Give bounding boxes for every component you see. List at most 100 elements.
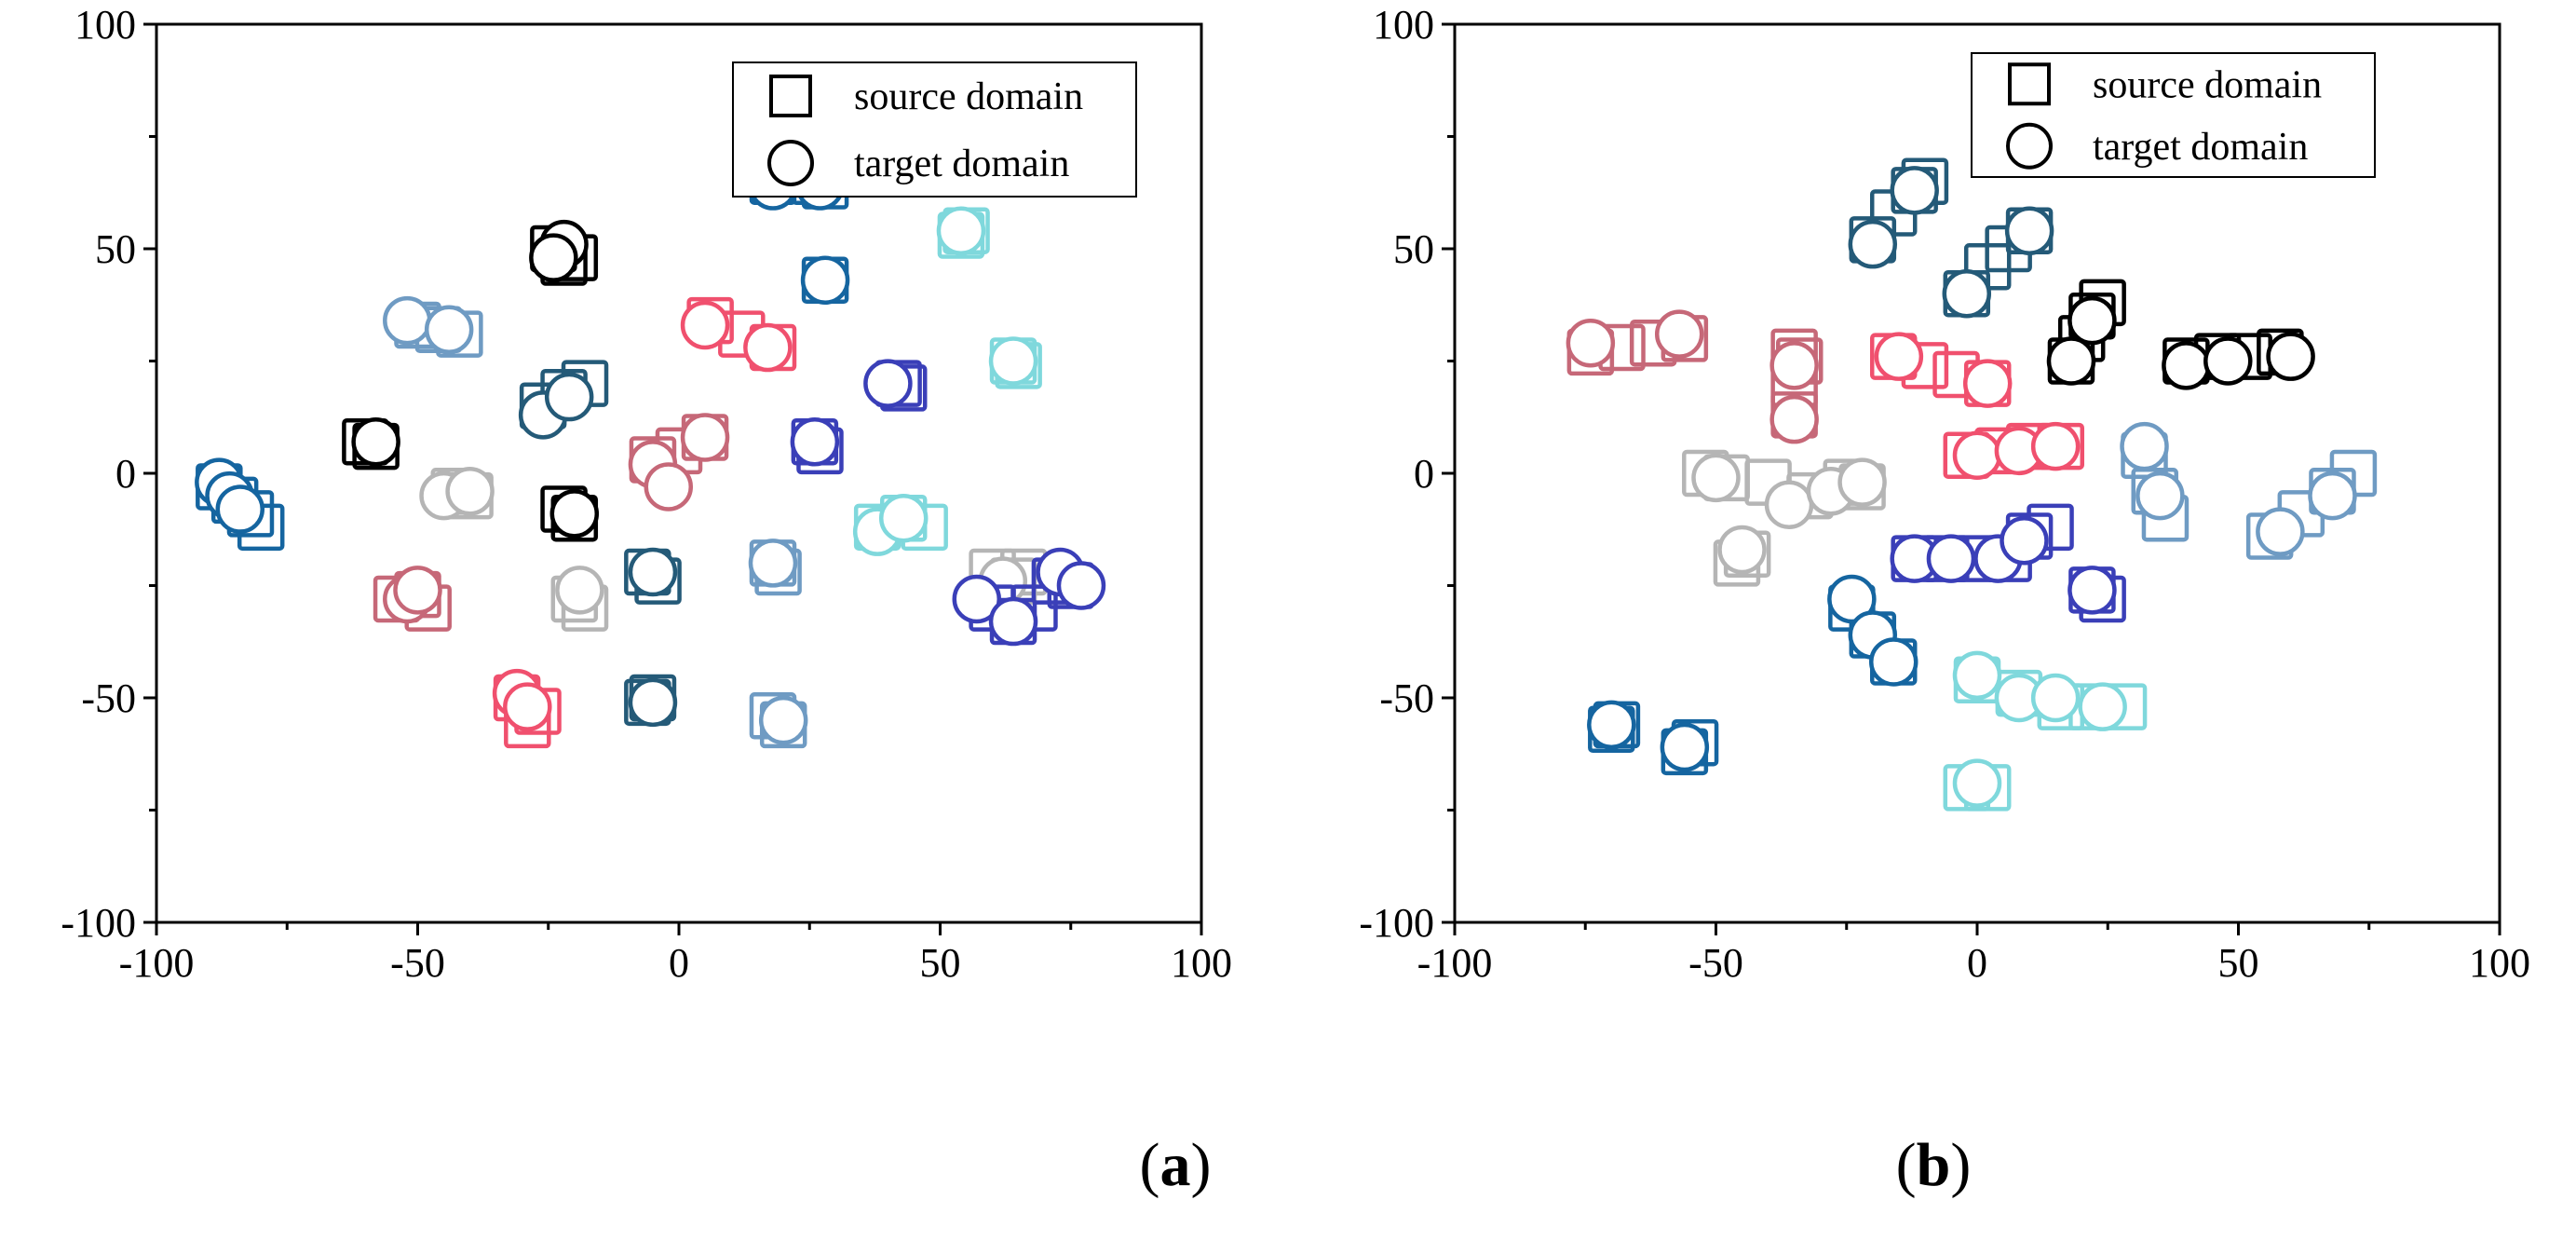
target-point (529, 233, 578, 282)
cluster-12 (624, 674, 678, 728)
legend-label: target domain (2093, 126, 2308, 169)
cluster-13 (1890, 503, 2074, 583)
target-point (445, 467, 495, 516)
x-tick-label: 0 (669, 940, 689, 986)
legend-label: source domain (854, 75, 1083, 118)
cluster-2 (1660, 718, 1719, 776)
panel-caption: (b) (1896, 1131, 1972, 1199)
cluster-15 (1827, 574, 1918, 687)
target-point (1717, 525, 1767, 575)
cluster-21 (936, 206, 990, 259)
cluster-3 (383, 295, 483, 358)
target-point (1566, 318, 1616, 368)
y-tick-label: -50 (1379, 675, 1434, 721)
cluster-20 (863, 359, 928, 412)
target-point (2308, 470, 2357, 521)
target-point (2068, 566, 2117, 615)
target-point (2120, 421, 2169, 471)
legend-square-marker (769, 75, 812, 117)
target-point (2030, 673, 2081, 723)
cluster-4 (1769, 328, 1824, 444)
cluster-1 (1587, 700, 1641, 753)
target-point (680, 413, 730, 462)
target-point (1587, 700, 1636, 750)
cluster-6 (1713, 525, 1771, 587)
target-point (952, 574, 1002, 624)
legend: source domain target domain (1971, 52, 2376, 178)
target-point (2030, 421, 2081, 471)
panel-a: -100 -50 0 50 100 -100 -50 0 50 100 source domain t… (61, 2, 1232, 1199)
target-point (1942, 268, 1992, 319)
panel-b: -100 -50 0 50 100 -100 -50 0 50 100 source domain t… (1359, 2, 2530, 1199)
target-point (1764, 480, 1814, 529)
target-point (555, 566, 604, 615)
target-point (1654, 309, 1704, 359)
x-tick-label: 100 (1171, 940, 1232, 986)
target-point (1874, 332, 1924, 381)
cluster-23 (852, 493, 948, 556)
x-tick-label: 100 (2469, 940, 2530, 986)
cluster-9 (550, 566, 609, 632)
data-points (1566, 157, 2378, 811)
legend-label: target domain (854, 143, 1069, 185)
target-point (1952, 430, 2002, 480)
cluster-19 (749, 692, 808, 749)
cluster-25 (952, 547, 1106, 647)
target-point (1769, 394, 1819, 444)
legend-label: source domain (2093, 63, 2322, 106)
cluster-10 (492, 668, 562, 749)
target-point (743, 322, 793, 373)
target-point (1827, 574, 1877, 624)
cluster-1 (195, 457, 285, 552)
y-tick-label: 0 (115, 451, 136, 497)
cluster-9 (1869, 332, 2013, 408)
cluster-12 (2162, 328, 2315, 390)
target-point (628, 547, 678, 597)
cluster-7 (518, 360, 609, 440)
target-point (383, 295, 432, 346)
y-tick-label: -100 (61, 900, 136, 946)
cluster-19 (1943, 758, 2012, 811)
target-point (758, 695, 808, 745)
cluster-11 (624, 547, 682, 605)
target-point (1848, 219, 1898, 269)
target-point (988, 596, 1038, 647)
x-tick-label: 50 (2218, 940, 2259, 986)
y-tick-label: 50 (1393, 226, 1434, 272)
legend: source domain target domain (732, 61, 1137, 198)
target-point (628, 677, 678, 728)
target-point (2004, 206, 2054, 255)
target-point (1837, 457, 1887, 507)
target-point (393, 566, 442, 615)
target-point (1890, 166, 1939, 215)
x-tick-label: 0 (1967, 940, 1987, 986)
target-point (680, 300, 730, 350)
cluster-18 (1952, 650, 2148, 731)
target-point (503, 682, 552, 731)
target-point (2078, 682, 2127, 731)
target-point (2068, 295, 2117, 346)
data-points (195, 157, 1106, 749)
legend-circle-marker (767, 140, 814, 186)
y-tick-label: 100 (1373, 2, 1434, 48)
target-point (790, 417, 840, 467)
y-tick-label: -50 (81, 675, 136, 721)
target-point (800, 255, 850, 305)
cluster-14 (680, 296, 797, 373)
y-tick-label: 100 (75, 2, 136, 48)
target-point (1691, 453, 1741, 503)
target-point (2000, 516, 2049, 566)
target-point (1926, 534, 1976, 583)
target-point (2046, 336, 2096, 386)
cluster-16 (800, 255, 850, 305)
cluster-13 (628, 413, 730, 511)
target-point (2162, 341, 2211, 390)
target-point (1660, 722, 1710, 772)
target-point (1868, 637, 1918, 687)
cluster-17 (790, 417, 844, 475)
x-tick-label: 50 (920, 940, 961, 986)
legend-square-marker (2008, 62, 2051, 106)
cluster-17 (2245, 449, 2378, 560)
legend-box (732, 61, 1137, 198)
target-point (1769, 341, 1819, 390)
